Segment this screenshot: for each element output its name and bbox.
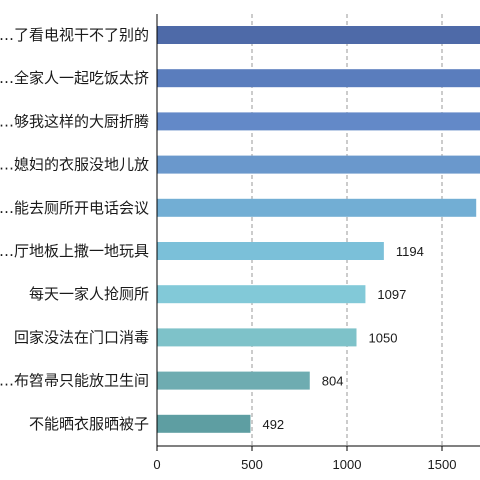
labels: …了看电视干不了别的 …全家人一起吃饭太挤 …够我这样的大厨折腾 …媳妇的衣服没地儿放… bbox=[0, 26, 456, 472]
bar-9 bbox=[157, 371, 310, 390]
data-label-9: 804 bbox=[322, 374, 344, 389]
bar-3 bbox=[157, 112, 480, 131]
bars bbox=[157, 26, 480, 433]
data-label-10: 492 bbox=[262, 417, 284, 432]
category-label-10: 不能晒衣服晒被子 bbox=[29, 415, 149, 433]
axes bbox=[156, 14, 480, 451]
bar-5 bbox=[157, 198, 477, 217]
bar-6 bbox=[157, 242, 384, 260]
category-label-6: …厅地板上撒一地玩具 bbox=[0, 242, 149, 260]
data-label-8: 1050 bbox=[369, 330, 398, 345]
category-label-3: …够我这样的大厨折腾 bbox=[0, 112, 149, 130]
data-label-7: 1097 bbox=[377, 287, 406, 302]
category-label-2: …全家人一起吃饭太挤 bbox=[0, 69, 149, 87]
data-label-6: 1194 bbox=[396, 244, 424, 259]
bar-1 bbox=[157, 26, 480, 44]
x-tick-label-1500: 1500 bbox=[428, 457, 457, 472]
bar-7 bbox=[157, 285, 366, 304]
category-label-9: …布笤帚只能放卫生间 bbox=[0, 372, 149, 390]
bar-8 bbox=[157, 328, 357, 347]
bar-10 bbox=[157, 414, 251, 433]
category-label-1: …了看电视干不了别的 bbox=[0, 26, 149, 44]
category-label-4: …媳妇的衣服没地儿放 bbox=[0, 156, 149, 174]
category-label-8: 回家没法在门口消毒 bbox=[14, 328, 149, 346]
bar-4 bbox=[157, 155, 480, 174]
x-tick-label-0: 0 bbox=[153, 457, 160, 472]
x-tick-label-1000: 1000 bbox=[333, 457, 362, 472]
category-label-7: 每天一家人抢厕所 bbox=[29, 285, 149, 303]
bar-2 bbox=[157, 69, 480, 88]
category-label-5: …能去厕所开电话会议 bbox=[0, 199, 149, 217]
x-tick-label-500: 500 bbox=[241, 457, 263, 472]
